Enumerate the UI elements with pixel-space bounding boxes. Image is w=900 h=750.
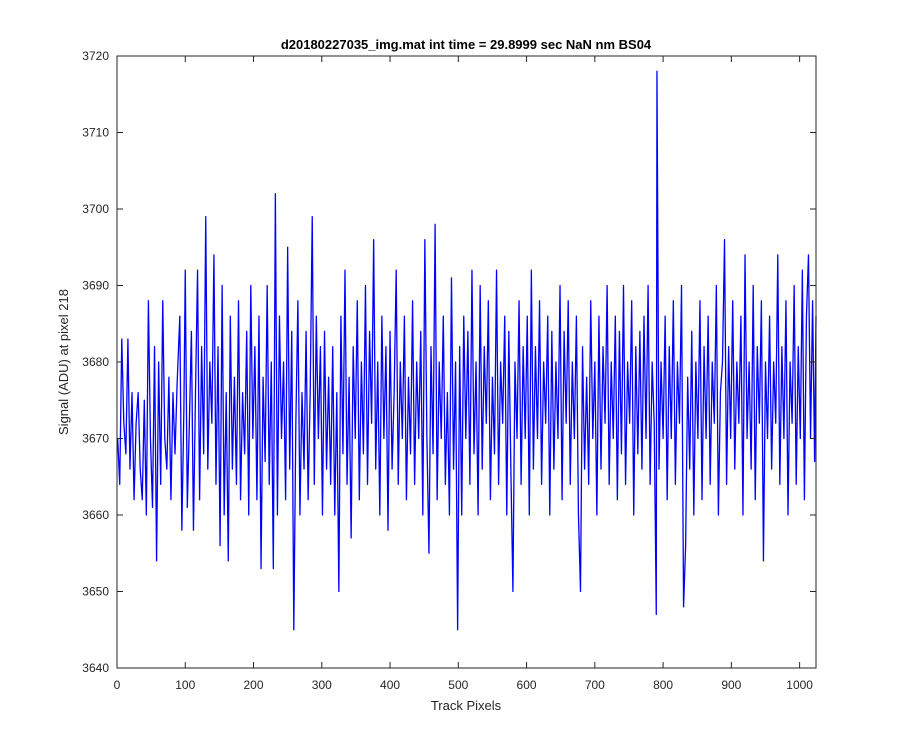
ticks-layer: 0 100 200 300 400 500 600 700 800 900 1000 3640 3650… [82,49,816,692]
x-tick-label: 500 [448,678,468,692]
x-tick-label: 800 [653,678,673,692]
series-layer [117,70,817,631]
y-tick-label: 3660 [82,508,109,522]
y-tick-label: 3650 [82,585,109,599]
y-tick-label: 3640 [82,661,109,675]
y-axis-title: Signal (ADU) at pixel 218 [56,289,71,435]
y-tick-label: 3670 [82,432,109,446]
x-tick-label: 900 [721,678,741,692]
x-tick-label: 700 [585,678,605,692]
x-tick-label: 100 [175,678,195,692]
x-axis-title: Track Pixels [431,698,502,713]
x-tick-label: 400 [380,678,400,692]
x-tick-label: 300 [312,678,332,692]
y-tick-label: 3720 [82,49,109,63]
x-tick-label: 0 [114,678,121,692]
chart-title: d20180227035_img.mat int time = 29.8999 … [281,37,652,52]
x-tick-label: 1000 [786,678,813,692]
y-tick-label: 3710 [82,126,109,140]
y-tick-label: 3690 [82,279,109,293]
y-tick-label: 3680 [82,355,109,369]
x-tick-label: 200 [244,678,264,692]
y-tick-label: 3700 [82,202,109,216]
x-tick-label: 600 [517,678,537,692]
series-line [117,70,817,631]
